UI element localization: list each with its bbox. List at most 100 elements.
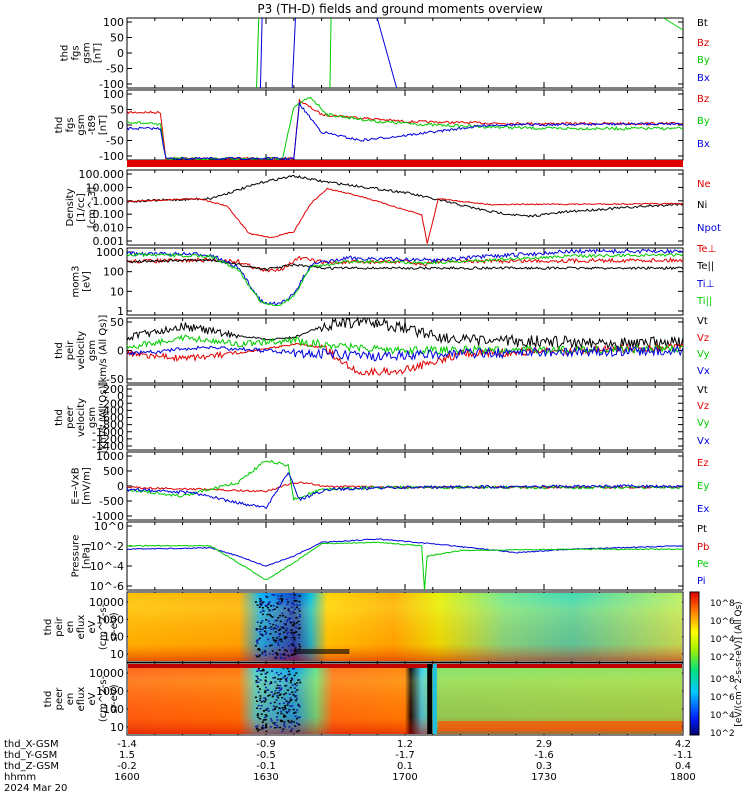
y-tick-label: -600 <box>99 412 124 425</box>
y-tick-label: -1200 <box>92 433 124 446</box>
colorbar: 10^810^610^410^210^810^610^410^2[eV/(cm^… <box>689 591 744 739</box>
legend-entry: Ey <box>697 481 709 492</box>
legend-entry: Ex <box>697 504 709 515</box>
y-axis-label: [cm^-3] <box>87 187 98 228</box>
y-tick-label: 10^0 <box>94 520 124 533</box>
y-tick-label: 0.100 <box>93 208 125 221</box>
vy-trace <box>126 334 684 356</box>
legend-entry: Npot <box>697 223 721 234</box>
y-axis-label: peir <box>54 616 65 636</box>
y-tick-label: -100 <box>99 150 124 163</box>
y-tick-label: 10000 <box>89 596 124 609</box>
x-tick-label: 1630 <box>253 772 278 783</box>
y-axis-label: gsm <box>87 340 98 361</box>
y-tick-label: -500 <box>99 495 124 508</box>
y-axis-label: en <box>65 693 76 706</box>
y-axis-label: sr-eV) <box>109 612 120 641</box>
pe-trace <box>126 541 684 591</box>
pi-trace <box>126 538 684 567</box>
ey-trace <box>126 459 684 502</box>
y-tick-label: 1000 <box>96 613 124 626</box>
ti-perp-trace <box>126 248 684 307</box>
vx-trace <box>126 345 684 362</box>
y-axis-label: thd <box>54 409 65 426</box>
y-tick-label: 0 <box>117 119 124 132</box>
y-tick-label: -1400 <box>92 440 124 453</box>
y-tick-label: 100.000 <box>79 168 125 181</box>
pressure-panel: 10^0 10^-2 10^-4 10^-6 Pressure [nPa] Pt Pb Pe Pi <box>71 520 710 593</box>
y-tick-label: 1000 <box>96 685 124 698</box>
fgs-panel: 100 50 0 -50 -100 thd fgs gsm [nT] Bt Bz By Bx <box>60 16 710 91</box>
bz-trace <box>126 98 684 161</box>
colorbar-tick: 10^2 <box>710 653 735 663</box>
peer-spectrogram <box>128 664 683 734</box>
y-tick-label: 100 <box>103 88 124 101</box>
date-label: 2024 Mar 20 <box>4 783 67 794</box>
peir-velocity-panel: 50 0 -50 thd peir velocity gsm [km/s (All Qs)] V… <box>54 315 710 387</box>
fgs-t89-frame <box>126 89 684 161</box>
y-tick-label: 200 <box>103 383 124 396</box>
y-tick-label: 10^-2 <box>90 540 124 553</box>
colorbar-tick: 10^4 <box>710 635 735 645</box>
x-tick-label: -0.9 <box>256 739 276 750</box>
bx-trace <box>126 101 684 161</box>
figure-title: P3 (TH-D) fields and ground moments over… <box>257 2 542 16</box>
y-tick-label: 10.000 <box>86 181 125 194</box>
y-axis-label: E=-VxB <box>71 467 82 504</box>
legend-entry: Te|| <box>696 261 714 272</box>
y-axis-label: peer <box>54 687 65 711</box>
y-axis-label: [km/s (All Qs)] <box>98 382 109 454</box>
x-tick-label: -1.6 <box>534 750 554 761</box>
legend-entry: Vy <box>697 349 710 360</box>
y-tick-label: 100 <box>103 631 124 644</box>
efield-panel: 1000 500 0 -500 -1000 E=-VxB [mV/m] Ez Ey Ex <box>71 450 710 523</box>
flag-bar <box>127 160 683 167</box>
x-tick-label: -1.1 <box>673 750 693 761</box>
te-par-trace <box>126 258 684 272</box>
y-axis-label: Density <box>65 188 76 226</box>
fgs-trace <box>259 17 263 89</box>
y-axis-label: eflux <box>76 615 87 640</box>
x-axis-row-label: thd_Z-GSM <box>4 761 59 772</box>
y-tick-label: -800 <box>99 419 124 432</box>
y-axis-label: thd <box>60 45 71 62</box>
vt-trace <box>126 316 684 351</box>
ti-par-trace <box>126 252 684 307</box>
y-axis-label: peer <box>65 405 76 429</box>
x-tick-label: 1.5 <box>119 750 135 761</box>
legend-entry: Bt <box>697 18 708 29</box>
colorbar-tick: 10^6 <box>710 693 735 703</box>
y-axis-label: [nT] <box>93 43 104 63</box>
colorbar-scale <box>689 591 700 736</box>
legend-entry: Vt <box>697 385 708 396</box>
y-tick-label: -1000 <box>92 510 124 523</box>
legend-entry: Pt <box>697 524 707 535</box>
y-tick-label: 100 <box>103 16 124 29</box>
fgs-trace <box>291 17 296 89</box>
x-tick-label: 1.2 <box>397 739 413 750</box>
ex-trace <box>126 471 684 510</box>
y-tick-label: 10 <box>110 648 124 661</box>
colorbar-label: [eV/(cm^2-s-sr-eV)] (All Qs) <box>734 601 744 726</box>
x-tick-label: 4.2 <box>675 739 691 750</box>
y-axis-label: [mV/m] <box>82 467 93 505</box>
y-tick-label: 1.000 <box>93 195 125 208</box>
y-axis-label: eV <box>87 620 98 633</box>
y-axis-label: -t89 <box>87 115 98 135</box>
peir-spectrogram <box>128 593 682 661</box>
y-axis-label: velocity <box>76 331 87 370</box>
y-tick-label: -50 <box>106 135 124 148</box>
x-tick-label: -0.2 <box>117 761 137 772</box>
legend-entry: Vx <box>697 436 710 447</box>
legend-entry: Pb <box>697 542 709 553</box>
y-axis-label: [nPa] <box>82 543 93 569</box>
y-axis-label: sr-eV) <box>109 684 120 713</box>
legend-entry: Vx <box>697 366 710 377</box>
y-axis-label: [nT] <box>98 115 109 135</box>
x-tick-label: 2.9 <box>536 739 552 750</box>
legend-entry: Bz <box>697 94 709 105</box>
y-tick-label: -100 <box>99 78 124 91</box>
legend-entry: Ez <box>697 458 709 469</box>
